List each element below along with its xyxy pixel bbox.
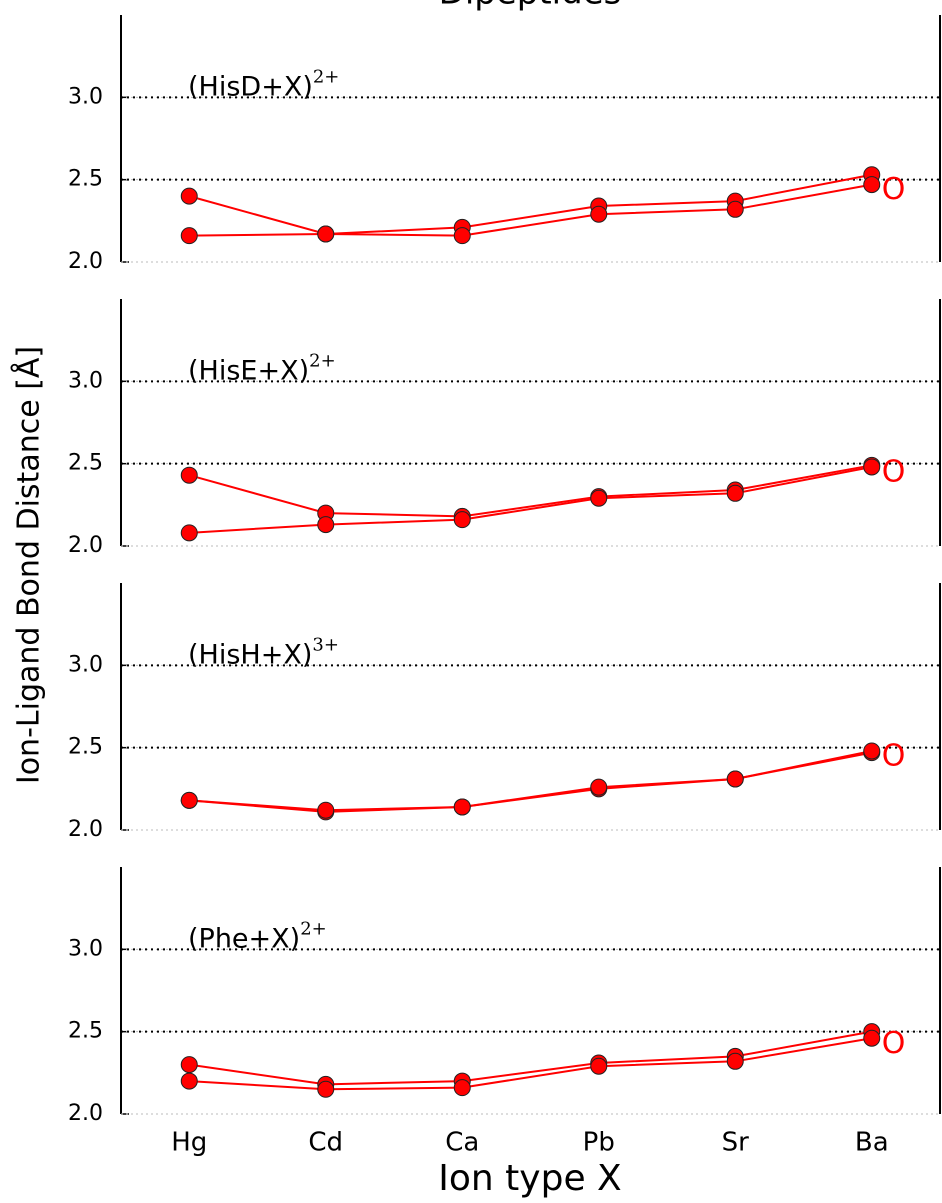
annotation: O: [882, 172, 906, 207]
panel-label: (HisD+X)2+: [188, 66, 339, 102]
x-axis-label: Ion type X: [438, 1158, 621, 1199]
data-point: [726, 1052, 744, 1070]
data-point: [590, 1057, 608, 1075]
y-tick-label: 2.5: [68, 1019, 103, 1044]
data-point: [317, 1080, 335, 1098]
data-point: [453, 1079, 471, 1097]
panel-label-text: (Phe+X): [188, 923, 300, 954]
series-line: [189, 183, 872, 237]
data-point: [590, 778, 608, 796]
y-tick-label: 3.0: [68, 368, 103, 393]
panel-label-text: (HisH+X): [188, 639, 312, 670]
x-tick-label: Pb: [583, 1128, 615, 1158]
y-tick-label: 2.5: [68, 451, 103, 476]
series-line: [189, 1030, 872, 1086]
y-tick-label: 2.5: [68, 167, 103, 192]
data-point: [863, 742, 881, 760]
data-point: [317, 801, 335, 819]
data-point: [453, 227, 471, 245]
y-tick-label: 3.0: [68, 84, 103, 109]
y-tick-label: 2.0: [68, 533, 103, 558]
annotation: O: [882, 454, 906, 489]
data-point: [590, 205, 608, 223]
x-tick-label: Sr: [722, 1128, 750, 1158]
data-point: [180, 227, 198, 245]
y-axis-label: Ion-Ligand Bond Distance [Å]: [11, 346, 47, 784]
panel-label: (HisH+X)3+: [188, 634, 339, 670]
data-point: [453, 511, 471, 529]
annotation: O: [882, 1026, 906, 1061]
y-tick-label: 3.0: [68, 652, 103, 677]
x-tick-label: Hg: [171, 1128, 207, 1158]
data-point: [863, 458, 881, 476]
y-tick-label: 2.0: [68, 817, 103, 842]
series-line: [189, 751, 872, 813]
data-point: [180, 524, 198, 542]
chart-title: Dipeptides: [439, 0, 622, 13]
panel-label-superscript: 2+: [309, 350, 336, 371]
data-point: [180, 791, 198, 809]
data-point: [726, 770, 744, 788]
data-point: [180, 466, 198, 484]
data-point: [726, 200, 744, 218]
y-tick-label: 2.5: [68, 735, 103, 760]
y-tick-label: 3.0: [68, 936, 103, 961]
panel-label-superscript: 3+: [312, 634, 339, 655]
series-line: [188, 173, 872, 236]
panel-label-text: (HisD+X): [188, 71, 313, 102]
panel-label-text: (HisE+X): [188, 355, 309, 386]
series-line: [189, 1037, 872, 1091]
data-point: [180, 187, 198, 205]
data-point: [317, 516, 335, 534]
panel-label-superscript: 2+: [300, 918, 327, 939]
data-point: [180, 1072, 198, 1090]
data-point: [590, 489, 608, 507]
series-line: [189, 749, 872, 812]
data-point: [863, 176, 881, 194]
y-tick-label: 2.0: [68, 249, 103, 274]
data-point: [863, 1029, 881, 1047]
panel-label-superscript: 2+: [313, 66, 340, 87]
series-line: [189, 465, 872, 534]
data-point: [726, 484, 744, 502]
data-point: [317, 225, 335, 243]
series-line: [188, 464, 872, 518]
x-tick-label: Cd: [308, 1128, 343, 1158]
annotation: O: [882, 738, 906, 773]
y-tick-label: 2.0: [68, 1101, 103, 1126]
panel-label: (HisE+X)2+: [188, 350, 336, 386]
data-point: [453, 798, 471, 816]
x-tick-label: Ba: [855, 1128, 889, 1158]
data-point: [180, 1056, 198, 1074]
x-tick-label: Ca: [445, 1128, 479, 1158]
panel-label: (Phe+X)2+: [188, 918, 327, 954]
